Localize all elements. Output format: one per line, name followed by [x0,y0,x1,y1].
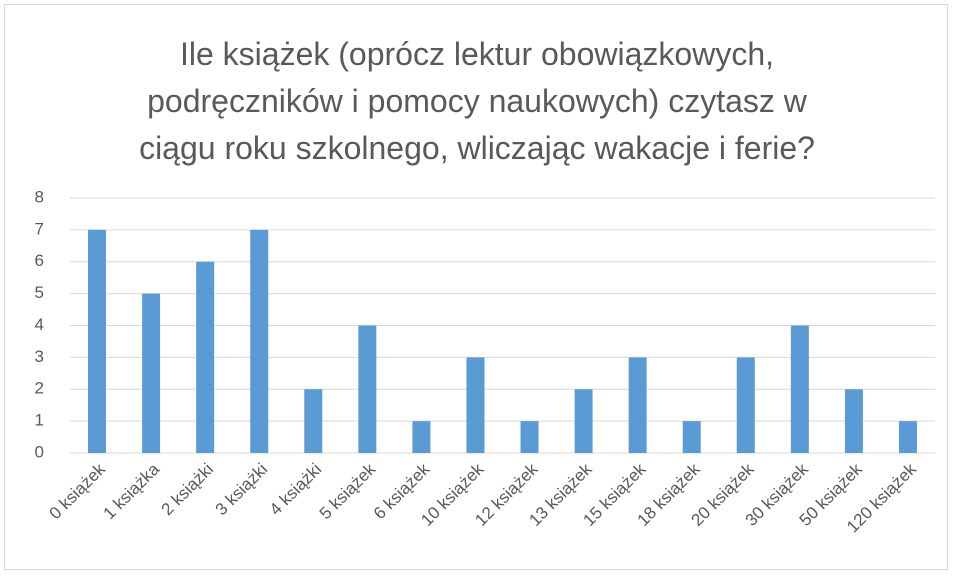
y-tick-label: 3 [35,347,44,366]
chart-border [4,4,948,570]
y-tick-label: 6 [35,251,44,270]
y-tick-label: 4 [35,315,44,334]
y-tick-label: 1 [35,411,44,430]
y-tick-label: 5 [35,283,44,302]
y-tick-label: 2 [35,379,44,398]
bar [574,389,593,453]
y-tick-label: 8 [35,187,44,206]
bar [88,229,107,453]
bar [790,325,809,453]
bar [250,229,269,453]
bar [412,421,431,453]
bar [628,357,647,453]
chart-title: Ile książek (oprócz lektur obowiązkowych… [139,36,815,166]
x-tick-label: 0 książek [45,459,109,523]
bar [358,325,377,453]
bar [898,421,917,453]
y-tick-label: 0 [35,442,44,461]
bar [142,293,161,453]
bar [196,261,215,453]
x-tick-label: 5 książek [316,459,380,523]
bar [736,357,755,453]
bar [466,357,485,453]
y-tick-label: 7 [35,219,44,238]
bar [304,389,323,453]
bar [520,421,539,453]
x-tick-label: 1 książka [100,459,164,523]
x-tick-label: 3 książki [212,460,272,520]
bar [682,421,701,453]
x-tick-label: 2 książki [158,460,218,520]
bar [844,389,863,453]
